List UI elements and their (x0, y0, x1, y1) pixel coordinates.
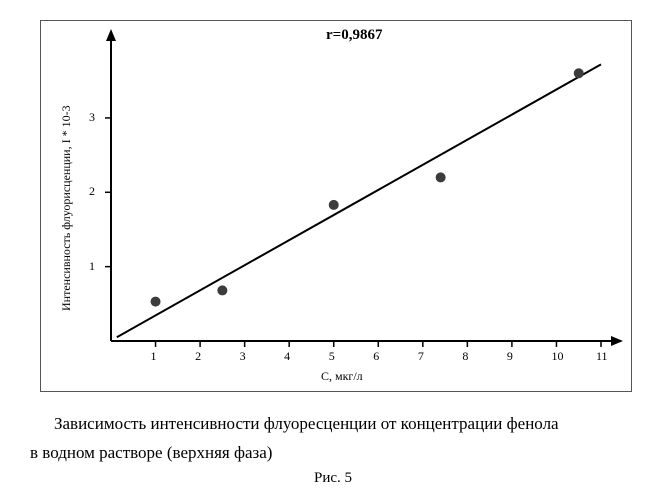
caption-line2: в водном растворе (верхняя фаза) (6, 439, 272, 468)
x-tick-label: 4 (284, 349, 290, 364)
x-tick-label: 7 (418, 349, 424, 364)
x-tick-label: 9 (507, 349, 513, 364)
data-point (574, 68, 584, 78)
caption-line1: Зависимость интенсивности флуоресценции … (54, 414, 559, 433)
chart-svg (41, 21, 631, 391)
x-tick-label: 3 (240, 349, 246, 364)
y-tick-label: 3 (89, 110, 95, 125)
x-axis-label: С, мкг/л (321, 369, 363, 384)
y-tick-label: 2 (89, 184, 95, 199)
x-tick-label: 6 (373, 349, 379, 364)
data-point (217, 285, 227, 295)
x-tick-label: 11 (596, 349, 608, 364)
figure-caption: Зависимость интенсивности флуоресценции … (30, 410, 640, 468)
data-point (436, 172, 446, 182)
page-root: r=0,9867 Интенсивность флуорисценции, I … (0, 0, 666, 500)
x-tick-label: 1 (151, 349, 157, 364)
x-tick-label: 2 (195, 349, 201, 364)
y-tick-label: 1 (89, 259, 95, 274)
data-point (151, 297, 161, 307)
x-tick-label: 10 (551, 349, 563, 364)
x-tick-label: 5 (329, 349, 335, 364)
chart-container: r=0,9867 Интенсивность флуорисценции, I … (40, 20, 632, 392)
data-point (329, 200, 339, 210)
x-tick-label: 8 (462, 349, 468, 364)
figure-label: Рис. 5 (0, 470, 666, 487)
